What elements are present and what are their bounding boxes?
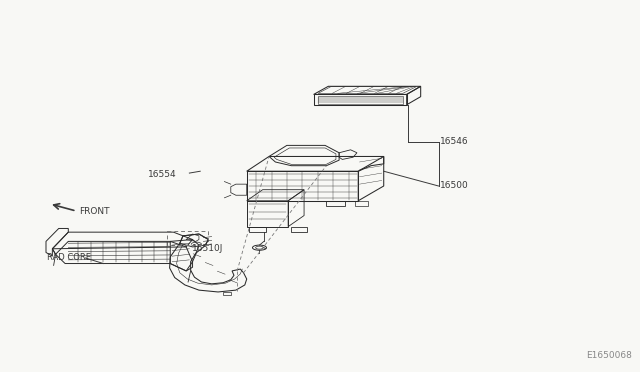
Text: E1650068: E1650068 — [586, 350, 632, 359]
Text: 16510J: 16510J — [192, 244, 223, 253]
Text: 16500: 16500 — [440, 182, 468, 190]
Text: FRONT: FRONT — [79, 207, 109, 217]
Text: RAD CORE: RAD CORE — [47, 253, 92, 263]
Text: 16546: 16546 — [440, 137, 468, 146]
Text: 16554: 16554 — [148, 170, 177, 179]
